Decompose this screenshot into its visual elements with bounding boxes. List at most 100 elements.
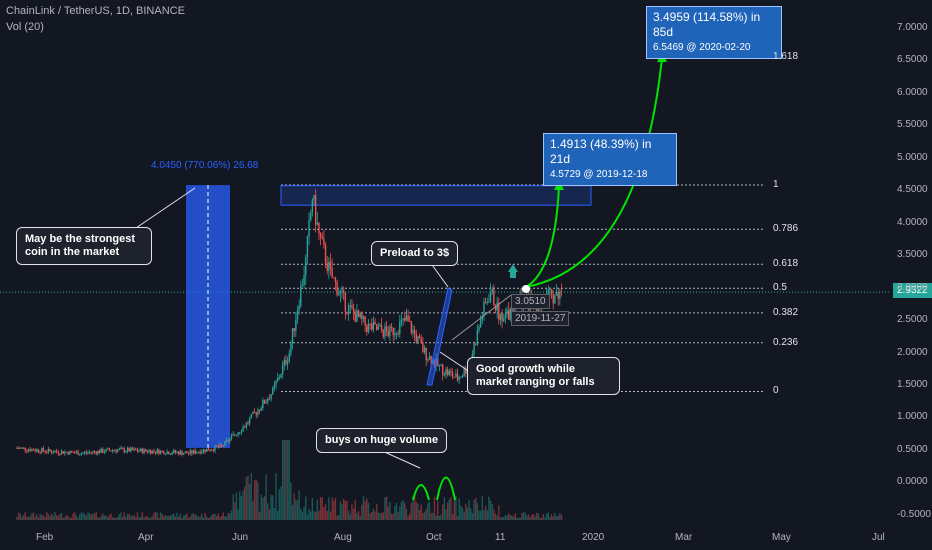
volume-bar (369, 513, 371, 520)
volume-bar (423, 512, 426, 520)
note-preload[interactable]: Preload to 3$ (371, 241, 459, 266)
volume-bar (87, 512, 89, 520)
candle-body (88, 452, 91, 454)
x-tick-label: Oct (426, 532, 442, 543)
volume-bar (440, 514, 442, 520)
candle-body (32, 449, 35, 451)
volume-bar (387, 506, 389, 520)
volume-bar (57, 516, 59, 520)
volume-bar (451, 513, 454, 520)
volume-bar (339, 501, 342, 520)
volume-bar (220, 515, 223, 520)
candle-body (456, 373, 459, 381)
target-badge-2[interactable]: 3.4959 (114.58%) in 85d 6.5469 @ 2020-02… (646, 6, 782, 59)
volume-bar (248, 483, 251, 520)
candle-body (168, 451, 170, 455)
volume-bar (16, 516, 18, 520)
candle-body (394, 333, 396, 336)
candle-body (550, 289, 553, 295)
volume-bar (85, 515, 87, 520)
note-volume[interactable]: buys on huge volume (316, 428, 448, 453)
candle-body (486, 302, 488, 304)
candle-body (321, 237, 323, 239)
volume-bar (380, 512, 383, 520)
pointer-preload (429, 261, 449, 288)
candle-body (174, 450, 177, 453)
candle-body (211, 449, 213, 451)
volume-bar (488, 496, 490, 520)
candle-body (478, 326, 480, 331)
volume-bar (229, 513, 231, 520)
volume-bar (79, 514, 81, 520)
volume-bar (511, 515, 513, 520)
volume-bar (154, 512, 157, 520)
volume-bar (359, 515, 361, 520)
fib-label: 1.618 (773, 51, 799, 63)
candle-body (475, 343, 477, 345)
candle-body (380, 325, 383, 331)
candle-body (286, 361, 289, 365)
candle-body (354, 312, 356, 322)
candle-body (87, 452, 89, 454)
volume-bar (326, 510, 328, 520)
volume-bar (364, 500, 366, 520)
symbol-title: ChainLink / TetherUS, 1D, BINANCE (6, 5, 185, 17)
candle-body (366, 325, 368, 332)
volume-bar (107, 517, 109, 520)
volume-bar (113, 517, 116, 520)
candle-body (252, 411, 254, 415)
candle-body (258, 409, 261, 411)
candle-body (343, 290, 345, 293)
volume-bar (453, 500, 455, 520)
candle-body (418, 336, 421, 339)
candle-body (333, 277, 335, 279)
volume-bar (333, 500, 335, 520)
candle-body (116, 449, 119, 452)
candle-body (489, 291, 492, 302)
candle-body (151, 450, 153, 454)
candle-body (296, 310, 299, 320)
volume-bar (19, 513, 21, 520)
volume-bar (145, 516, 147, 520)
volume-bar (379, 513, 381, 520)
candle-body (306, 236, 309, 258)
y-tick-label: 3.0000 (897, 281, 928, 293)
candle-body (291, 328, 294, 344)
pointer-strongest (129, 187, 196, 233)
note-strongest[interactable]: May be the strongest coin in the market (16, 227, 152, 265)
volume-bar (501, 516, 503, 520)
note-growth[interactable]: Good growth while market ranging or fall… (467, 357, 620, 395)
volume-bar (197, 516, 200, 520)
volume-bar (536, 512, 538, 520)
candle-body (107, 448, 109, 450)
volume-bar (187, 517, 190, 520)
candle-body (407, 315, 409, 321)
candle-body (281, 365, 284, 375)
candle-body (128, 448, 130, 452)
volume-bar (354, 499, 356, 520)
fib-label: 0 (773, 385, 779, 397)
growth-wedge (426, 287, 453, 386)
candle-body (224, 441, 226, 446)
volume-bar (552, 516, 554, 520)
volume-bar (442, 504, 444, 520)
volume-bar (428, 501, 431, 520)
volume-bar (118, 514, 120, 520)
volume-bar (70, 517, 73, 520)
candle-body (506, 310, 508, 315)
x-tick-label: Aug (334, 532, 352, 543)
candle-body (283, 359, 285, 366)
candle-body (280, 374, 282, 378)
volume-bar (328, 497, 330, 520)
volume-bar (240, 495, 243, 520)
volume-bar (36, 514, 38, 520)
y-tick-label: -0.5000 (897, 508, 931, 520)
candle-body (136, 449, 139, 452)
candle-body (278, 377, 281, 379)
volume-bar (72, 513, 74, 520)
volume-bar (308, 509, 310, 520)
volume-bar (544, 517, 546, 520)
candle-body (318, 222, 320, 234)
target-badge-1[interactable]: 1.4913 (48.39%) in 21d 4.5729 @ 2019-12-… (543, 133, 677, 186)
